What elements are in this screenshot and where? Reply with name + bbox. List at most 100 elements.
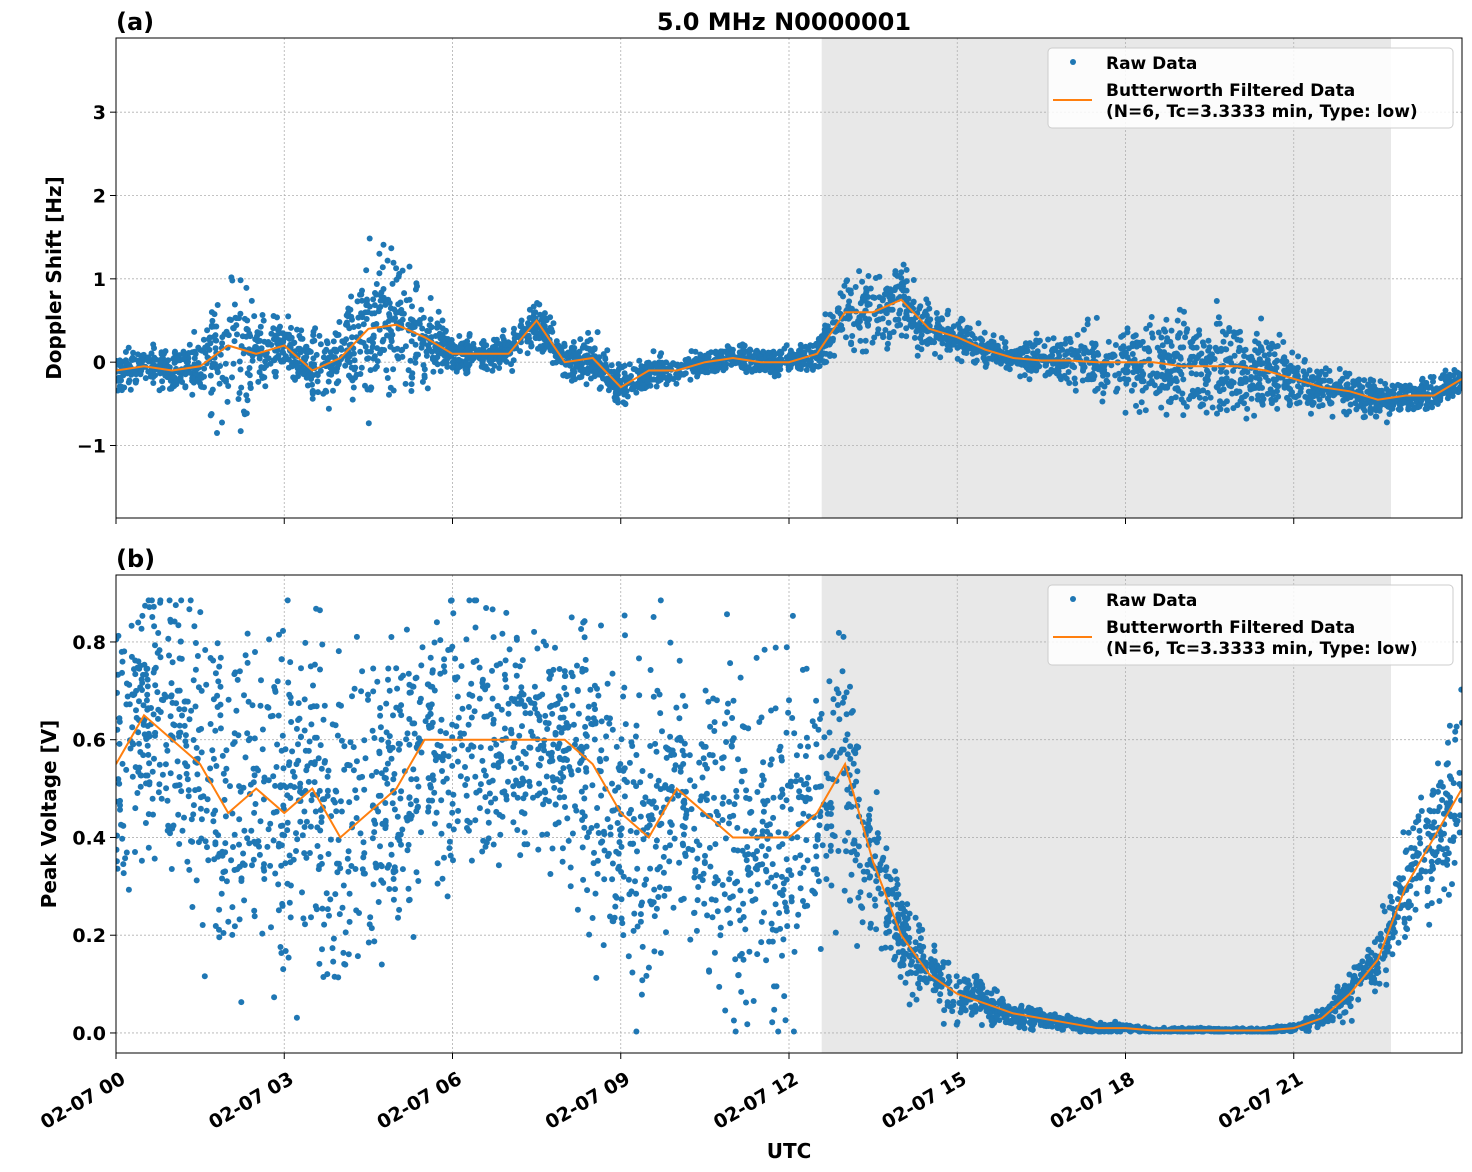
raw-data-point — [1099, 368, 1106, 375]
raw-data-point — [1274, 343, 1281, 349]
raw-data-point — [210, 334, 217, 340]
raw-data-point — [399, 353, 406, 360]
raw-data-point — [1429, 404, 1435, 411]
raw-data-point — [1285, 364, 1292, 371]
raw-data-point — [386, 311, 393, 317]
raw-data-point — [775, 1028, 782, 1035]
raw-data-point — [783, 729, 790, 736]
raw-data-point — [380, 336, 387, 343]
raw-data-point — [1308, 410, 1314, 417]
raw-data-point — [813, 697, 820, 704]
raw-data-point — [1264, 390, 1271, 397]
raw-data-point — [305, 349, 312, 356]
raw-data-point — [1316, 403, 1323, 410]
raw-data-point — [650, 614, 657, 620]
raw-data-point — [251, 913, 258, 920]
raw-data-point — [434, 361, 441, 368]
raw-data-point — [379, 264, 386, 271]
raw-data-point — [1198, 359, 1205, 366]
raw-data-point — [779, 952, 785, 959]
raw-data-point — [413, 797, 420, 804]
raw-data-point — [1049, 347, 1055, 354]
raw-data-point — [972, 349, 979, 356]
raw-data-point — [231, 923, 238, 930]
raw-data-point — [1180, 412, 1187, 419]
raw-data-point — [1108, 362, 1115, 369]
raw-data-point — [1203, 409, 1210, 416]
raw-data-point — [151, 345, 157, 352]
raw-data-point — [1430, 386, 1437, 393]
raw-data-point — [317, 341, 324, 348]
raw-data-point — [880, 295, 886, 302]
raw-data-point — [197, 805, 204, 812]
raw-data-point — [240, 350, 247, 357]
raw-data-point — [116, 387, 121, 394]
raw-data-point — [687, 376, 694, 383]
raw-data-point — [821, 359, 828, 366]
raw-data-point — [231, 301, 238, 308]
raw-data-point — [1111, 352, 1118, 359]
raw-data-point — [380, 294, 387, 301]
raw-data-point — [1252, 338, 1259, 345]
raw-data-point — [325, 405, 332, 412]
raw-data-point — [122, 855, 129, 862]
raw-data-point — [510, 357, 517, 364]
raw-data-point — [363, 297, 370, 304]
raw-data-point — [358, 364, 365, 371]
raw-data-point — [1234, 402, 1241, 409]
raw-data-point — [1004, 363, 1011, 370]
raw-data-point — [302, 639, 309, 646]
raw-data-point — [702, 687, 709, 694]
raw-data-point — [188, 816, 195, 823]
raw-data-point — [842, 837, 848, 844]
raw-data-point — [1202, 395, 1209, 402]
raw-data-point — [934, 323, 940, 330]
raw-data-point — [570, 339, 577, 345]
raw-data-point — [886, 334, 893, 341]
raw-data-point — [663, 754, 670, 761]
raw-data-point — [1145, 356, 1152, 363]
raw-data-point — [626, 361, 633, 368]
raw-data-point — [147, 373, 154, 380]
raw-data-point — [671, 361, 678, 368]
raw-data-point — [924, 340, 931, 347]
raw-data-point — [384, 257, 391, 264]
raw-data-point — [298, 364, 305, 371]
raw-data-point — [472, 817, 479, 824]
raw-data-point — [1224, 357, 1231, 364]
raw-data-point — [1367, 405, 1374, 412]
raw-data-point — [125, 886, 132, 893]
raw-data-point — [1218, 345, 1225, 352]
legend-label-filter-params: (N=6, Tc=3.3333 min, Type: low) — [1106, 102, 1418, 122]
raw-data-point — [1134, 375, 1141, 381]
raw-data-point — [1174, 317, 1181, 324]
raw-data-point — [300, 915, 307, 922]
raw-data-point — [632, 733, 639, 740]
raw-data-point — [1155, 329, 1162, 336]
raw-data-point — [385, 665, 392, 672]
raw-data-point — [589, 782, 596, 789]
raw-data-point — [278, 656, 285, 663]
raw-data-point — [824, 810, 831, 817]
raw-data-point — [594, 329, 601, 336]
raw-data-point — [252, 801, 259, 807]
raw-data-point — [552, 801, 559, 808]
raw-data-point — [1094, 385, 1101, 392]
raw-data-point — [1256, 356, 1263, 363]
raw-data-point — [1186, 356, 1193, 363]
raw-data-point — [607, 913, 613, 920]
raw-data-point — [137, 684, 144, 691]
raw-data-point — [258, 345, 265, 352]
raw-data-point — [712, 759, 719, 766]
raw-data-point — [390, 712, 396, 719]
raw-data-point — [321, 348, 328, 355]
raw-data-point — [202, 344, 209, 351]
raw-data-point — [317, 367, 324, 374]
raw-data-point — [432, 333, 439, 339]
raw-data-point — [144, 691, 151, 698]
raw-data-point — [805, 346, 812, 353]
raw-data-point — [570, 721, 577, 728]
raw-data-point — [1265, 344, 1272, 351]
raw-data-point — [792, 854, 799, 861]
raw-data-point — [958, 315, 965, 322]
